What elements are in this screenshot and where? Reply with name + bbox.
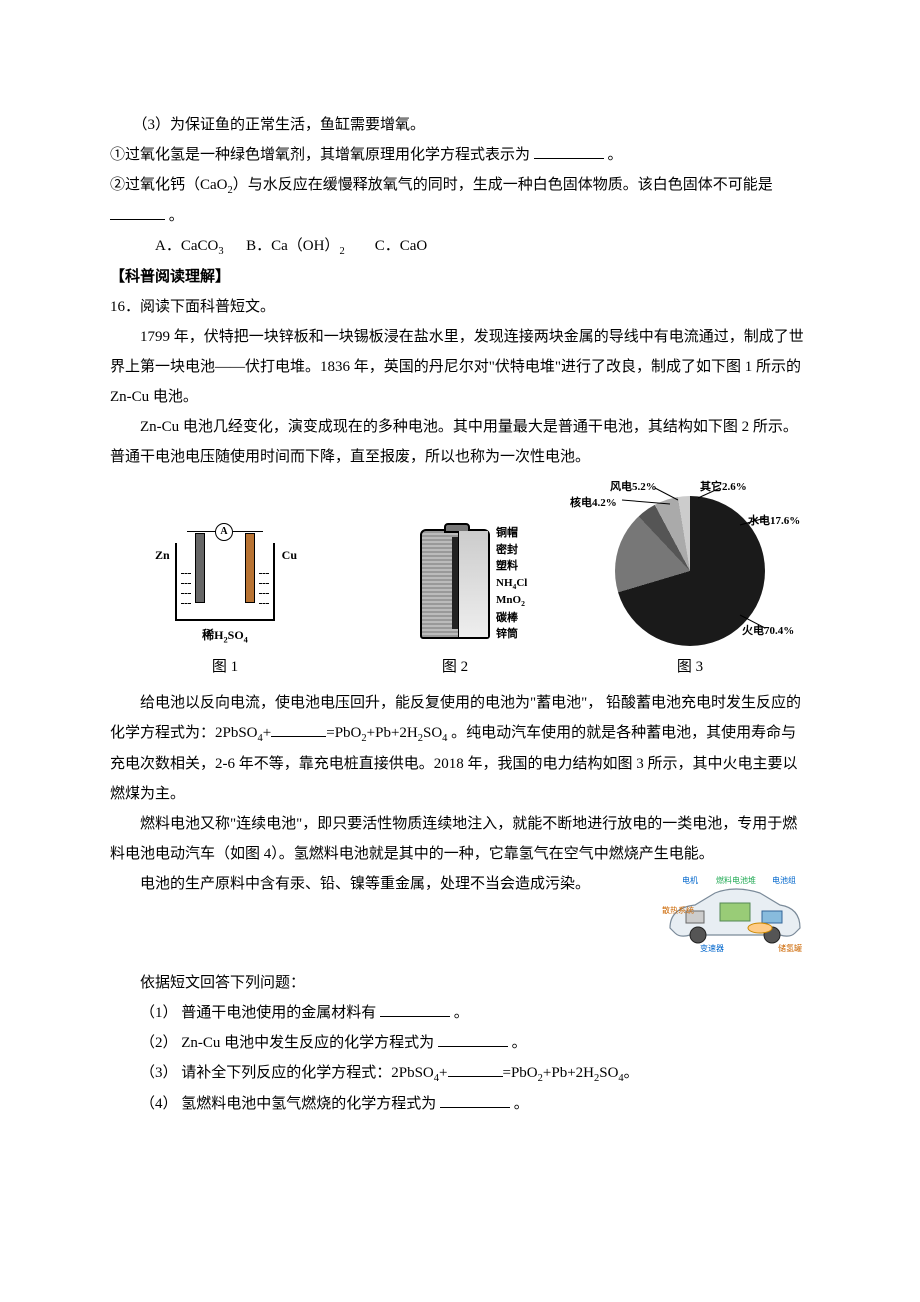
mno-s: 2: [521, 599, 525, 608]
q16-p3: 给电池以反向电流，使电池电压回升，能反复使用的电池为"蓄电池"， 铅酸蓄电池充电…: [110, 688, 810, 809]
q16-stem: 16．阅读下面科普短文。: [110, 292, 810, 322]
nh: NH: [496, 577, 513, 589]
opt-a[interactable]: A．CaCO3: [155, 238, 224, 254]
q16-q1: （1） 普通干电池使用的金属材料有 。: [110, 998, 810, 1028]
q15-3-2-end: 。: [169, 208, 184, 224]
label-zn: Zn: [155, 543, 170, 567]
fig3-cell: 风电5.2% 其它2.6% 核电4.2% 水电17.6% 火电70.4% 图 3: [570, 480, 810, 682]
fig2-caption: 图 2: [340, 652, 570, 682]
lbl-seal: 密封塑料: [496, 542, 527, 575]
opt-b-sub: 2: [339, 246, 344, 257]
lbl-batt: 电池组: [772, 875, 796, 885]
exam-page: （3）为保证鱼的正常生活，鱼缸需要增氧。 ①过氧化氢是一种绿色增氧剂，其增氧原理…: [0, 0, 920, 1302]
q15-3-2: ②过氧化钙（CaO2）与水反应在缓慢释放氧气的同时，生成一种白色固体物质。该白色…: [110, 170, 810, 231]
blank-q16-1[interactable]: [380, 1002, 450, 1017]
fig4-car: 电机 燃料电池堆 电池组 散热系统 变速器 储氢罐: [660, 873, 810, 964]
q16-q2: （2） Zn-Cu 电池中发生反应的化学方程式为 。: [110, 1028, 810, 1058]
opt-b[interactable]: B．Ca（OH）2: [246, 238, 345, 254]
fig2-diagram: 铜帽 密封塑料 NH4Cl MnO2 碳棒 锌筒: [420, 529, 490, 639]
q15-options: A．CaCO3 B．Ca（OH）2 C．CaO: [110, 231, 810, 262]
p3a2: +: [263, 725, 271, 741]
lbl-motor: 电机: [682, 875, 698, 885]
cell-cutaway: [458, 531, 488, 637]
mno: MnO: [496, 594, 521, 606]
lbl-tank: 储氢罐: [778, 943, 802, 953]
p3b2: +Pb+2H: [367, 725, 418, 741]
q15-3-2b: ）与水反应在缓慢释放氧气的同时，生成一种白色固体物质。该白色固体不可能是: [233, 177, 773, 193]
ammeter-icon: A: [215, 523, 233, 541]
p3b: =PbO: [326, 725, 361, 741]
q15-3-stem: （3）为保证鱼的正常生活，鱼缸需要增氧。: [110, 110, 810, 140]
blank-h2o2[interactable]: [534, 144, 604, 159]
opt-b-pre: B．Ca（OH）: [246, 238, 339, 254]
label-cu: Cu: [282, 543, 297, 567]
q15-3-1-text: ①过氧化氢是一种绿色增氧剂，其增氧原理用化学方程式表示为: [110, 147, 530, 163]
opt-a-sub: 3: [218, 246, 223, 257]
q3b2: +Pb+2H: [543, 1065, 594, 1081]
section-sci-read: 【科普阅读理解】: [110, 262, 810, 292]
q16-p1: 1799 年，伏特把一块锌板和一块锡板浸在盐水里，发现连接两块金属的导线中有电流…: [110, 322, 810, 412]
lbl-inv: 变速器: [700, 943, 724, 953]
q16-p2: Zn-Cu 电池几经变化，演变成现在的多种电池。其中用量最大是普通干电池，其结构…: [110, 412, 810, 472]
cl: Cl: [516, 577, 527, 589]
lbl-cap: 铜帽: [496, 525, 527, 542]
fig1-diagram: A Zn Cu 稀H2SO4: [155, 523, 295, 649]
p3b3: SO: [423, 725, 442, 741]
q16-q1-text: （1） 普通干电池使用的金属材料有: [140, 1005, 376, 1021]
dry-cell-body: [420, 529, 490, 639]
blank-pbso4-1[interactable]: [271, 722, 326, 737]
blank-q16-2[interactable]: [438, 1032, 508, 1047]
blank-q16-3[interactable]: [448, 1062, 503, 1077]
q15-3-1-end: 。: [608, 147, 623, 163]
fig2-cell: 铜帽 密封塑料 NH4Cl MnO2 碳棒 锌筒 图 2: [340, 529, 570, 682]
blank-cao2[interactable]: [110, 205, 165, 220]
battery-pack-icon: [762, 911, 782, 923]
fuel-cell-stack-icon: [720, 903, 750, 921]
lbl-mno2: MnO2: [496, 592, 527, 610]
h2-tank-icon: [748, 923, 772, 933]
q16-p4: 燃料电池又称"连续电池"，即只要活性物质连续地注入，就能不断地进行放电的一类电池…: [110, 809, 810, 869]
figure-row: A Zn Cu 稀H2SO4 图 1: [110, 480, 810, 682]
car-svg: 电机 燃料电池堆 电池组 散热系统 变速器 储氢罐: [660, 873, 810, 953]
lbl-cool: 散热系统: [662, 905, 694, 915]
fig2-labels: 铜帽 密封塑料 NH4Cl MnO2 碳棒 锌筒: [496, 525, 527, 643]
zinc-electrode: [195, 533, 205, 603]
q3-end: 。: [624, 1065, 639, 1081]
label-acid: 稀H2SO4: [155, 623, 295, 649]
lbl-carbon: 碳棒: [496, 610, 527, 627]
fig3-caption: 图 3: [570, 652, 810, 682]
q3b3: SO: [599, 1065, 618, 1081]
q16-q1-end: 。: [454, 1005, 469, 1021]
q3a: （3） 请补全下列反应的化学方程式：2PbSO: [140, 1065, 434, 1081]
q15-3-1: ①过氧化氢是一种绿色增氧剂，其增氧原理用化学方程式表示为 。: [110, 140, 810, 170]
acid-mid: SO: [228, 628, 244, 642]
q15-3-2a: ②过氧化钙（CaO: [110, 177, 228, 193]
q3b: =PbO: [503, 1065, 538, 1081]
q16-q2-text: （2） Zn-Cu 电池中发生反应的化学方程式为: [140, 1035, 434, 1051]
copper-electrode: [245, 533, 255, 603]
q3a2: +: [439, 1065, 447, 1081]
lbl-stack: 燃料电池堆: [716, 875, 756, 885]
fig1-caption: 图 1: [110, 652, 340, 682]
acid-pre: 稀H: [202, 628, 223, 642]
fig1-cell: A Zn Cu 稀H2SO4 图 1: [110, 523, 340, 682]
q16-q4: （4） 氢燃料电池中氢气燃烧的化学方程式为 。: [110, 1089, 810, 1119]
pie-leader-lines: [570, 480, 810, 650]
lbl-nh4cl: NH4Cl: [496, 575, 527, 593]
opt-a-pre: A．CaCO: [155, 238, 218, 254]
acid-s2: 4: [244, 635, 248, 644]
blank-q16-4[interactable]: [440, 1093, 510, 1108]
opt-c[interactable]: C．CaO: [375, 238, 428, 254]
fig3-pie-chart: 风电5.2% 其它2.6% 核电4.2% 水电17.6% 火电70.4%: [570, 480, 810, 650]
q16-q4-end: 。: [514, 1096, 529, 1112]
q16-q2-end: 。: [512, 1035, 527, 1051]
q16-qlead: 依据短文回答下列问题：: [110, 968, 810, 998]
q16-q4-text: （4） 氢燃料电池中氢气燃烧的化学方程式为: [140, 1096, 436, 1112]
q16-q3: （3） 请补全下列反应的化学方程式：2PbSO4+=PbO2+Pb+2H2SO4…: [110, 1058, 810, 1089]
lbl-zinc-can: 锌筒: [496, 626, 527, 643]
